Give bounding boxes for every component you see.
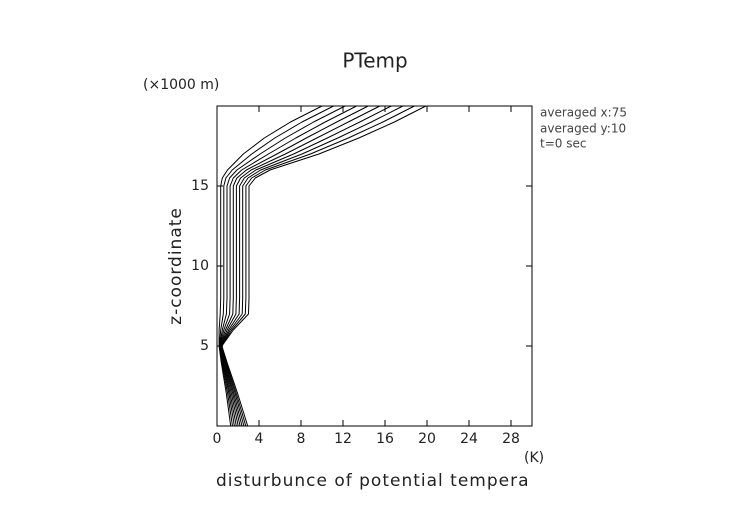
y-unit: (×1000 m) [143,77,219,93]
contour-line [219,105,346,427]
note: averaged x:75 [540,106,627,120]
x-tick-label: 24 [460,431,478,447]
plot-frame [216,105,533,427]
x-tick-label: 12 [334,431,352,447]
chart-title: PTemp [342,49,407,73]
y-axis-label: z-coordinate [166,207,186,325]
note: averaged y:10 [540,122,626,136]
x-axis-label: disturbunce of potential tempera [216,471,530,491]
x-tick-label: 20 [418,431,436,447]
y-tick-label: 10 [191,258,209,274]
x-tick-label: 4 [255,431,264,447]
contour-line [218,105,323,427]
note: t=0 sec [540,137,586,151]
x-tick-label: 16 [376,431,394,447]
x-tick-label: 28 [502,431,520,447]
contour-line [221,105,427,427]
contour-line [220,105,392,427]
x-unit: (K) [524,450,544,466]
x-tick-label: 0 [213,431,222,447]
y-tick-label: 15 [191,178,209,194]
contour-line [219,105,357,427]
contour-line [220,105,381,427]
y-tick-label: 5 [200,338,209,354]
x-tick-label: 8 [297,431,306,447]
